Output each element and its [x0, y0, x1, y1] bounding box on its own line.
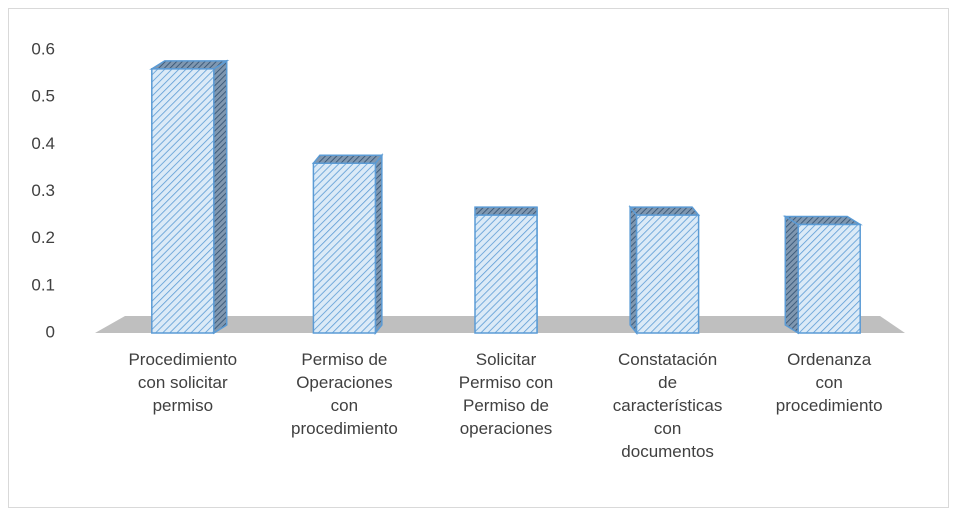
- x-tick-label: Procedimiento con solicitar permiso: [128, 350, 238, 415]
- bar: [149, 59, 230, 335]
- bar-top: [149, 60, 230, 70]
- bar-top: [311, 154, 384, 164]
- bar-front: [474, 214, 538, 334]
- y-tick-label: 0.4: [31, 134, 55, 153]
- x-tick-label: Permiso de Operaciones con procedimiento: [291, 350, 398, 438]
- bar-side: [629, 204, 638, 336]
- y-tick-label: 0.1: [31, 275, 55, 294]
- x-tick-label: Constatación de características con docu…: [612, 350, 723, 461]
- y-tick-label: 0.3: [31, 181, 55, 200]
- bar: [628, 204, 701, 336]
- bar-front: [151, 68, 215, 334]
- x-tick-label: Ordenanza con procedimiento: [775, 350, 883, 415]
- bar-top: [474, 206, 538, 216]
- y-tick-label: 0.5: [31, 87, 55, 106]
- x-tick-label: Solicitar Permiso con Permiso de operaci…: [458, 350, 554, 438]
- bar: [782, 215, 863, 335]
- bar-front: [635, 214, 700, 334]
- bar-side: [213, 59, 228, 335]
- bar-top: [782, 215, 863, 226]
- bar: [311, 153, 384, 336]
- bar-front: [312, 162, 377, 334]
- bar: [474, 206, 538, 334]
- y-tick-label: 0.6: [31, 39, 55, 58]
- y-tick-label: 0: [46, 322, 55, 341]
- bar-side: [374, 153, 383, 336]
- bar-top: [628, 206, 701, 216]
- y-tick-label: 0.2: [31, 228, 55, 247]
- chart-border: [8, 8, 949, 508]
- bar-front: [797, 223, 861, 334]
- bar-side: [784, 215, 799, 335]
